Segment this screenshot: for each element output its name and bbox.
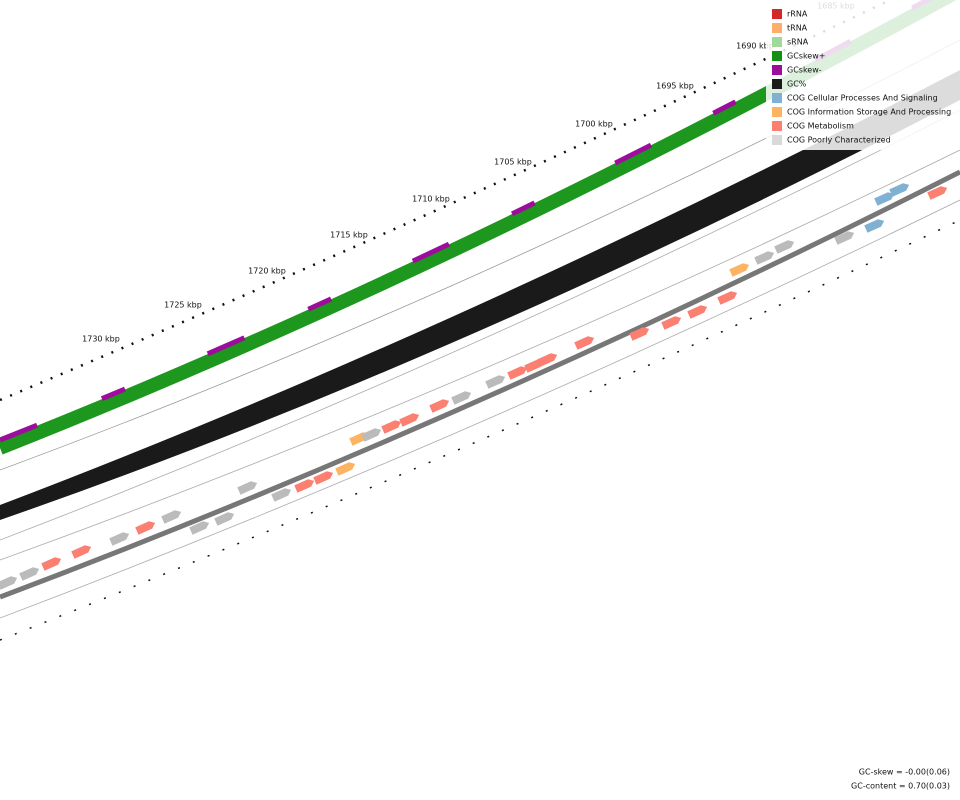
gene-arrow <box>313 471 334 485</box>
scale-label: 1725 kbp <box>164 301 202 310</box>
backbone <box>0 169 960 600</box>
gene-arrow <box>214 512 235 526</box>
legend-label: GC% <box>787 80 807 89</box>
gene-arrow <box>429 399 450 413</box>
legend-label: COG Metabolism <box>787 122 854 131</box>
stats: GC-skew = -0.00(0.06) GC-content = 0.70(0… <box>851 768 950 791</box>
scale-label: 1705 kbp <box>494 158 532 167</box>
gene-arrow <box>189 521 210 535</box>
ring-line <box>0 109 960 541</box>
legend-label: tRNA <box>787 24 808 33</box>
gene-arrow <box>109 532 130 546</box>
scale-label: 1720 kbp <box>248 267 286 276</box>
gene-arrow <box>661 316 682 330</box>
gene-arrow <box>135 521 156 535</box>
gene-arrow <box>889 183 910 197</box>
legend-swatch <box>772 23 782 33</box>
gene-arrow <box>361 428 382 442</box>
gene-arrow <box>399 413 420 427</box>
gene-arrow <box>717 291 738 305</box>
gene-arrow <box>754 251 775 265</box>
legend-swatch <box>772 9 782 19</box>
legend-label: COG Information Storage And Processing <box>787 108 951 117</box>
gene-arrow <box>574 336 595 350</box>
gene-arrow <box>729 263 750 277</box>
position-ticks <box>0 219 960 641</box>
ring-line <box>0 199 960 619</box>
legend-label: GCskew+ <box>787 52 825 61</box>
gene-arrow <box>537 353 558 367</box>
legend: rRNA tRNA sRNA GCskew+ GCskew- GC% COG Cellula… <box>772 9 951 145</box>
legend-label: sRNA <box>787 38 809 47</box>
legend-label: COG Poorly Characterized <box>787 136 891 145</box>
scale-label: 1710 kbp <box>412 195 450 204</box>
scale-label: 1715 kbp <box>330 231 368 240</box>
gene-arrow <box>451 391 472 405</box>
gene-arrow <box>271 488 292 502</box>
legend-swatch <box>772 121 782 131</box>
gene-arrow <box>161 510 182 524</box>
gc-content <box>0 70 960 520</box>
legend-background <box>766 0 960 150</box>
stat-text: GC-content = 0.70(0.03) <box>851 782 950 791</box>
genes <box>0 183 948 590</box>
gene-arrow <box>629 327 650 341</box>
scale-label: 1690 kbp <box>736 42 774 51</box>
legend-swatch <box>772 51 782 61</box>
scale-label: 1700 kbp <box>575 120 613 129</box>
gene-arrow <box>774 240 795 254</box>
gene-arrow <box>41 557 62 571</box>
gene-arrow <box>507 366 528 380</box>
scale-label: 1695 kbp <box>656 82 694 91</box>
gene-arrow <box>864 219 885 233</box>
legend-label: GCskew- <box>787 66 822 75</box>
legend-swatch <box>772 93 782 103</box>
legend-swatch <box>772 107 782 117</box>
legend-swatch <box>772 79 782 89</box>
gene-arrow <box>294 479 315 493</box>
legend-label: rRNA <box>787 10 808 19</box>
gene-arrow <box>71 545 92 559</box>
gene-arrow <box>874 192 895 206</box>
scale-label: 1730 kbp <box>82 335 120 344</box>
gene-arrow <box>19 567 40 581</box>
gene-arrow <box>237 481 258 495</box>
gene-arrow <box>927 186 948 200</box>
ring-line <box>0 149 960 561</box>
legend-swatch <box>772 135 782 145</box>
gene-arrow <box>834 231 855 245</box>
legend-label: COG Cellular Processes And Signaling <box>787 94 938 103</box>
gene-arrow <box>381 420 402 434</box>
legend-swatch <box>772 37 782 47</box>
gene-arrow <box>485 375 506 389</box>
gene-arrow <box>335 462 356 476</box>
gene-arrow <box>0 576 18 590</box>
legend-swatch <box>772 65 782 75</box>
stat-text: GC-skew = -0.00(0.06) <box>859 768 950 777</box>
gene-arrow <box>687 305 708 319</box>
